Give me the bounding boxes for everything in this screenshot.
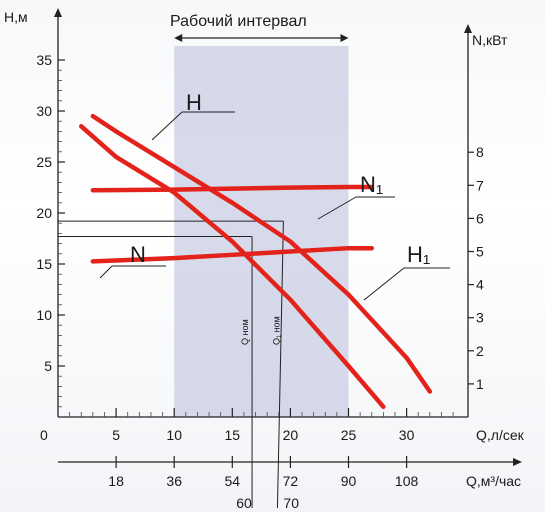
x-axis-ls-tick-label: 20 bbox=[283, 427, 299, 443]
curve-label-2: N bbox=[130, 242, 146, 267]
right-axis-tick-label: 8 bbox=[476, 144, 484, 160]
x-axis-ls-tick-label: 5 bbox=[112, 427, 120, 443]
right-axis-tick-label: 7 bbox=[476, 177, 484, 193]
x-axis-ls-tick-label: 10 bbox=[166, 427, 182, 443]
working-interval-arrow-right-head bbox=[340, 34, 349, 42]
x-axis-m3h-tick-label: 72 bbox=[283, 473, 299, 489]
left-axis-tick-label: 15 bbox=[36, 256, 52, 272]
left-axis-label: H,м bbox=[4, 9, 28, 25]
right-axis-tick-label: 6 bbox=[476, 210, 484, 226]
nominal-q-label: Q₁ ном bbox=[271, 316, 281, 345]
right-axis-tick-label: 4 bbox=[476, 277, 484, 293]
series-curve-h bbox=[78, 124, 386, 410]
right-axis-tick-label: 5 bbox=[476, 244, 484, 260]
right-axis-tick-label: 2 bbox=[476, 343, 484, 359]
x-axis-ls-tick-label: 15 bbox=[225, 427, 241, 443]
working-interval-band bbox=[174, 46, 349, 417]
x-axis-m3h-tick-label: 18 bbox=[108, 473, 124, 489]
curve-label-0: H bbox=[186, 90, 202, 115]
curve-label-leader bbox=[317, 196, 357, 220]
x-axis-ls-tick-label: 30 bbox=[399, 427, 415, 443]
right-axis-tick-label: 3 bbox=[476, 310, 484, 326]
x-axis-m3h-tick-label: 36 bbox=[166, 473, 182, 489]
x-axis-ls-label: Q,л/сек bbox=[476, 427, 525, 443]
nominal-q-label: Q ном bbox=[240, 319, 250, 345]
curve-label-leader bbox=[99, 265, 113, 279]
x-axis-ls-tick-label: 0 bbox=[40, 427, 48, 443]
nominal-q1-drop-line bbox=[276, 221, 284, 509]
nominal-q-value: 60 bbox=[236, 495, 252, 511]
curve-label-3: H₁ bbox=[407, 242, 430, 267]
x-axis-m3h-tick-label: 54 bbox=[225, 473, 241, 489]
series-curve-h1 bbox=[90, 113, 433, 394]
curve-label-leader bbox=[151, 111, 183, 141]
curve-label-leader bbox=[363, 267, 405, 301]
x-axis-m3h-tick-label: 90 bbox=[341, 473, 357, 489]
left-axis-tick-label: 20 bbox=[36, 205, 52, 221]
series-curve-n1 bbox=[90, 184, 374, 193]
right-axis-arrow bbox=[464, 24, 472, 33]
left-axis-tick-label: 30 bbox=[36, 103, 52, 119]
x-axis-m3h-label: Q,м³/час bbox=[466, 473, 521, 489]
working-interval-arrow-left-head bbox=[174, 34, 183, 42]
series-curve-n bbox=[90, 245, 374, 264]
x-axis-ls-tick-label: 25 bbox=[341, 427, 357, 443]
nominal-q-value: 70 bbox=[283, 495, 299, 511]
chart-title: Рабочий интервал bbox=[170, 13, 307, 30]
right-axis-tick-label: 1 bbox=[476, 376, 484, 392]
left-axis-tick-label: 5 bbox=[44, 358, 52, 374]
x-axis-m3h-tick-label: 108 bbox=[395, 473, 419, 489]
left-axis-tick-label: 10 bbox=[36, 307, 52, 323]
left-axis-arrow bbox=[54, 8, 62, 17]
left-axis-tick-label: 35 bbox=[36, 52, 52, 68]
x-axis-m3h-arrow bbox=[513, 458, 522, 466]
left-axis-tick-label: 25 bbox=[36, 154, 52, 170]
curve-label-1: N₁ bbox=[360, 172, 383, 197]
right-axis-label: N,кВт bbox=[472, 32, 508, 48]
